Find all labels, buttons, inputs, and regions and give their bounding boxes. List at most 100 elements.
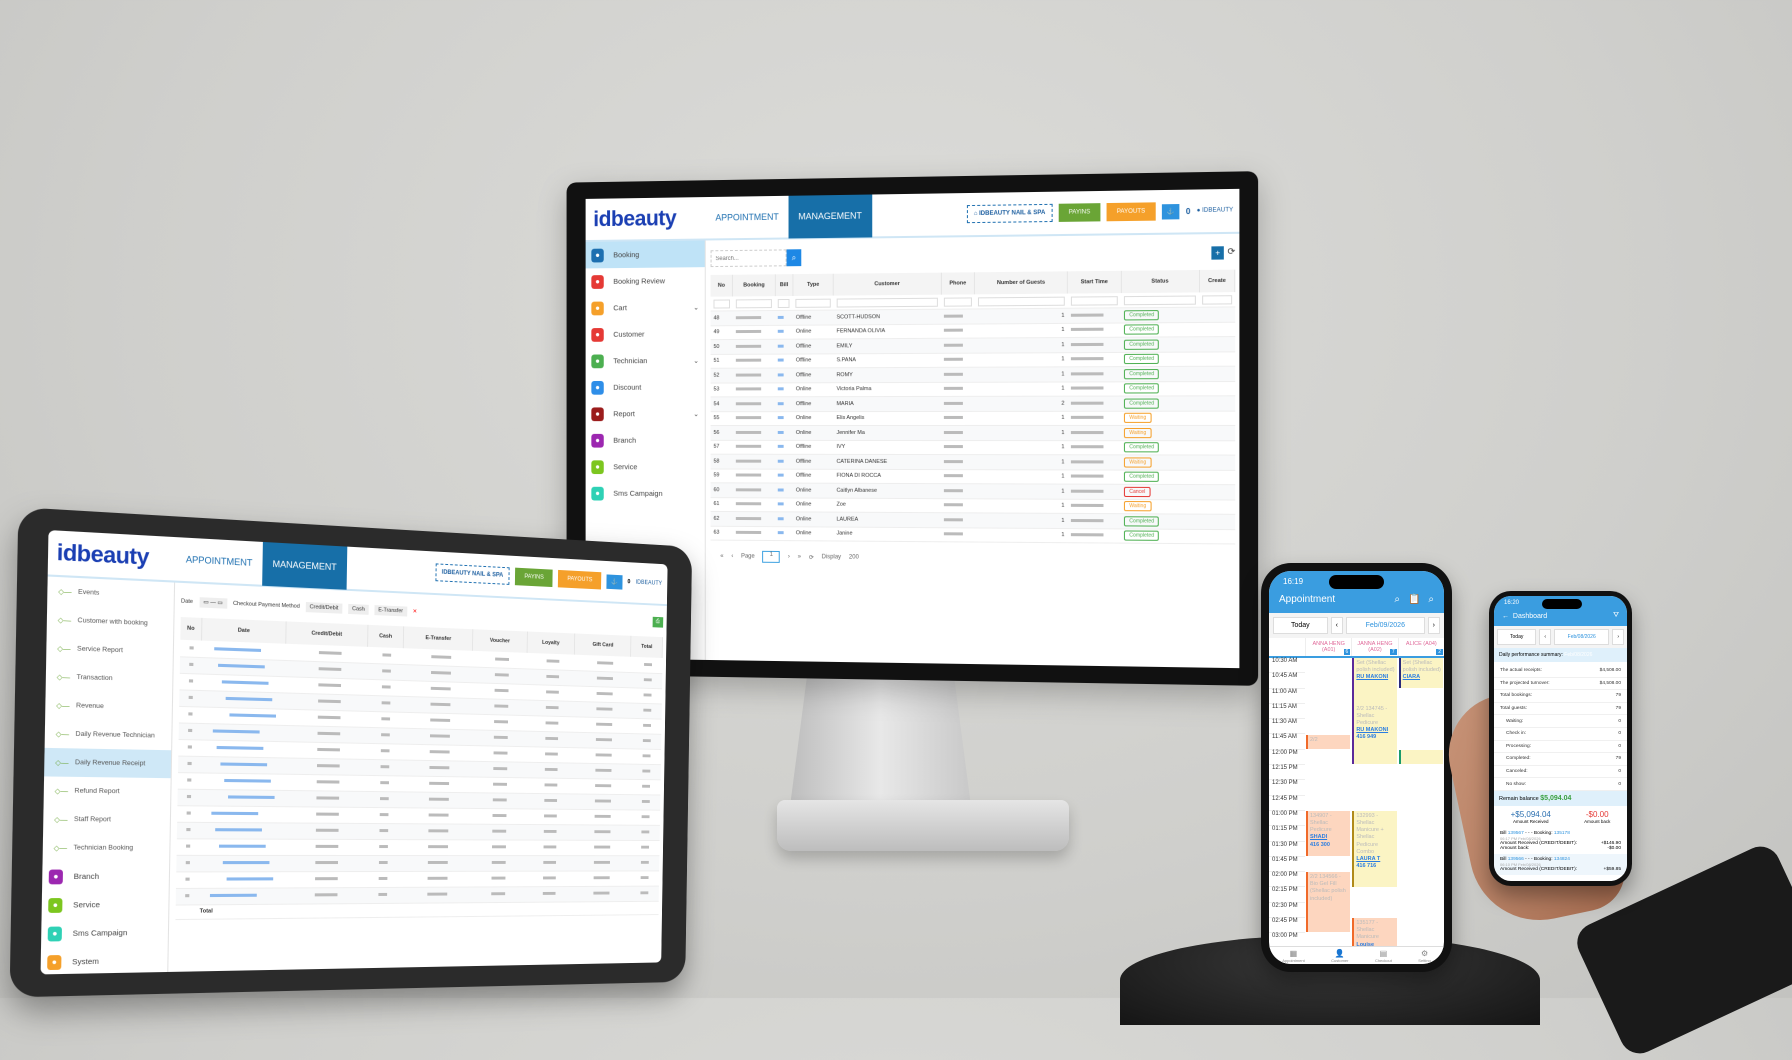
column-header[interactable]: Total [631,636,663,658]
appointment-block[interactable] [1399,750,1443,764]
sidebar-item-service[interactable]: ● Service [42,890,169,919]
last-page-button[interactable]: » [798,554,801,560]
table-row[interactable]: 54 Offline MARIA 2 Completed [711,396,1235,411]
column-header[interactable]: No [711,275,733,297]
sidebar-item-branch[interactable]: ● Branch [586,427,705,454]
column-filter[interactable] [1199,292,1235,307]
column-header[interactable]: Type [793,274,834,296]
column-header[interactable]: Bill [775,274,793,296]
date-range-input[interactable]: ▭ — ▭ [199,597,227,609]
report-tree-item[interactable]: ◇— Daily Revenue Technician [45,719,172,750]
column-header[interactable]: Voucher [473,629,528,653]
column-header[interactable]: Start Time [1068,271,1122,294]
column-header[interactable]: Customer [834,273,941,296]
column-filter[interactable] [1121,292,1199,307]
search-input[interactable] [711,249,787,267]
clear-icon[interactable]: ✕ [413,608,418,614]
remain-balance-header[interactable]: Remain balance $5,094.04 [1494,791,1627,806]
report-tree-item[interactable]: ◇— Revenue [45,691,172,723]
column-filter[interactable] [834,295,941,310]
sidebar-item-system[interactable]: ● System [41,946,168,974]
column-filter[interactable] [1068,293,1122,308]
column-header[interactable]: E-Transfer [403,626,472,650]
sidebar-item-sms-campaign[interactable]: ● Sms Campaign [41,918,168,948]
column-header[interactable]: Date [201,618,285,644]
report-tree-item[interactable]: ◇— Transaction [46,662,173,694]
prev-date-button[interactable]: ‹ [1539,629,1551,645]
next-date-button[interactable]: › [1428,617,1440,634]
report-tree-item[interactable]: ◇— Staff Report [43,805,170,834]
tab-management[interactable]: MANAGEMENT [262,541,347,590]
column-filter[interactable] [975,294,1068,309]
next-date-button[interactable]: › [1612,629,1624,645]
first-page-button[interactable]: « [720,553,723,559]
appointment-block[interactable]: 134907 - Shellac Pedicure SHADI 416 300 [1306,811,1350,856]
nav-checkout[interactable]: ▤ Checkout [1375,949,1392,963]
search-button[interactable]: ⌕ [787,249,802,266]
column-header[interactable]: Cash [367,625,403,648]
filter-icon[interactable]: ⛛ [1613,612,1619,620]
sidebar-item-technician[interactable]: ● Technician ⌄ [586,347,705,374]
column-header[interactable]: Credit/Debit [285,621,367,646]
report-tree-item[interactable]: ◇— Daily Revenue Receipt [44,748,171,778]
appointment-block[interactable]: 2/2 134566 - Bio Gel Fill (Shellac polis… [1306,872,1350,932]
payouts-button[interactable]: PAYOUTS [558,570,601,590]
tab-appointment[interactable]: APPOINTMENT [706,195,789,240]
payins-button[interactable]: PAYINS [515,568,553,587]
table-row[interactable]: 56 Online Jennifer Ma 1 Waiting [711,425,1235,440]
date-picker[interactable]: Feb/08/2026 [1554,629,1609,645]
table-row[interactable]: 55 Online Elis Angelis 1 Waiting [711,411,1235,426]
column-header[interactable]: Booking [733,274,775,296]
tab-management[interactable]: MANAGEMENT [789,194,872,239]
payins-button[interactable]: PAYINS [1059,203,1101,222]
store-selector[interactable]: IDBEAUTY NAIL & SPA [435,563,510,585]
chip[interactable]: E-Transfer [374,605,407,616]
table-row[interactable]: 57 Offline IVY 1 Completed [711,440,1235,455]
user-name[interactable]: IDBEAUTY [636,580,662,587]
search-customer-icon[interactable]: ⌕ [1394,594,1400,605]
table-row[interactable]: 63 Online Janine 1 Completed [711,526,1235,544]
report-tree-item[interactable]: ◇— Technician Booking [43,834,170,863]
column-filter[interactable] [793,296,834,311]
tab-appointment[interactable]: APPOINTMENT [175,536,263,586]
next-page-button[interactable]: › [788,554,790,560]
column-filter[interactable] [775,296,793,311]
nav-customer[interactable]: 👤 Customer [1331,949,1348,963]
appointment-block[interactable]: 132993 - Shellac Manicure + Shellac Pedi… [1352,811,1396,887]
clipboard-icon[interactable]: 📋 [1408,594,1420,605]
sidebar-item-report[interactable]: ● Report ⌄ [586,400,705,427]
sidebar-item-booking[interactable]: ● Booking [586,240,705,268]
bill-entry[interactable]: Bill 139567 - - - Booking: 135178 06:17 P… [1494,828,1627,854]
appointment-block[interactable]: 2/2 134745 - Shellac Pedicure RU MAKONI 41… [1352,704,1396,764]
column-header[interactable]: Loyalty [527,631,575,654]
anchor-icon[interactable]: ⚓ [607,574,623,589]
chip[interactable]: Credit/Debit [306,601,343,613]
date-picker[interactable]: Feb/09/2026 [1346,617,1425,634]
anchor-icon[interactable]: ⚓ [1162,204,1180,220]
column-header[interactable]: No [180,617,201,641]
table-row[interactable] [177,822,660,840]
sidebar-item-booking-review[interactable]: ● Booking Review [586,267,705,295]
display-select[interactable]: 200 [849,555,859,561]
table-row[interactable]: 58 Offline CATERINA DANESE 1 Waiting [711,454,1235,470]
refresh-icon[interactable]: ⟳ [809,554,814,561]
export-excel-button[interactable]: ⎙ [652,617,663,628]
sidebar-item-customer[interactable]: ● Customer [586,320,705,347]
today-button[interactable]: Today [1497,629,1536,645]
refresh-icon[interactable]: ⟳ [1227,246,1235,259]
nav-appointment[interactable]: ▦ Appointment [1282,949,1304,963]
sidebar-item-discount[interactable]: ● Discount [586,374,705,401]
search-icon[interactable]: ⌕ [1428,594,1434,605]
prev-page-button[interactable]: ‹ [731,554,733,560]
sidebar-item-cart[interactable]: ● Cart ⌄ [586,294,705,322]
back-icon[interactable]: ← [1502,613,1509,620]
sidebar-item-sms-campaign[interactable]: ● Sms Campaign [586,480,705,507]
appointment-block[interactable]: Set (Shellac polish included) CIARA [1399,658,1443,688]
table-row[interactable] [176,855,659,872]
summary-header[interactable]: Daily performance summary: Feb/08/2026 [1494,648,1627,662]
add-button[interactable]: + [1211,246,1224,259]
booking-number[interactable]: 135178 [1554,831,1570,836]
appointment-block[interactable]: 2/2 [1306,735,1350,749]
page-input[interactable]: 1 [762,551,780,563]
sidebar-item-service[interactable]: ● Service [586,453,705,480]
